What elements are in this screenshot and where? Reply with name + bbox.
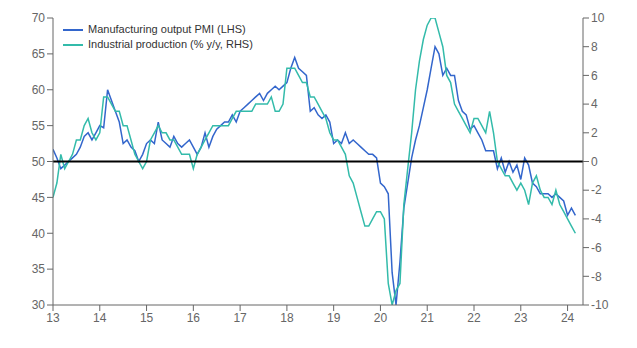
svg-text:10: 10 [591,11,605,25]
svg-text:4: 4 [591,97,598,111]
svg-text:35: 35 [32,262,46,276]
svg-text:15: 15 [140,311,154,325]
svg-text:-4: -4 [591,212,602,226]
svg-text:16: 16 [187,311,201,325]
svg-text:21: 21 [421,311,435,325]
html-text:Industrial production (% y/y,: Industrial production (% y/y, RHS) [88,38,253,50]
svg-text:55: 55 [32,119,46,133]
svg-text:-6: -6 [591,241,602,255]
svg-text:18: 18 [280,311,294,325]
svg-text:-10: -10 [591,298,609,312]
svg-text:30: 30 [32,298,46,312]
svg-text:17: 17 [233,311,247,325]
svg-text:24: 24 [561,311,575,325]
svg-text:-8: -8 [591,270,602,284]
svg-text:65: 65 [32,47,46,61]
svg-text:0: 0 [591,155,598,169]
svg-text:23: 23 [514,311,528,325]
svg-text:40: 40 [32,227,46,241]
svg-text:14: 14 [93,311,107,325]
svg-text:70: 70 [32,11,46,25]
svg-text:45: 45 [32,191,46,205]
svg-text:19: 19 [327,311,341,325]
html-text:Manufacturing output PMI (LHS): Manufacturing output PMI (LHS) [88,23,246,35]
svg-text:13: 13 [46,311,60,325]
svg-text:8: 8 [591,40,598,54]
svg-text:22: 22 [467,311,481,325]
svg-text:60: 60 [32,83,46,97]
svg-text:2: 2 [591,126,598,140]
svg-text:-2: -2 [591,183,602,197]
svg-text:20: 20 [374,311,388,325]
svg-text:50: 50 [32,155,46,169]
svg-text:6: 6 [591,69,598,83]
